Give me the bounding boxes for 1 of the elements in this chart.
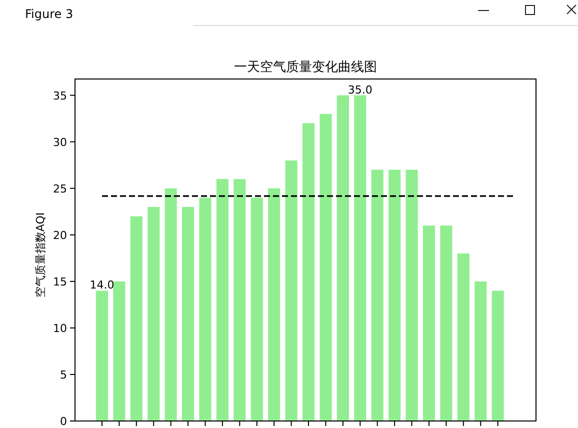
title: 一天空气质量变化曲线图 (234, 60, 377, 75)
